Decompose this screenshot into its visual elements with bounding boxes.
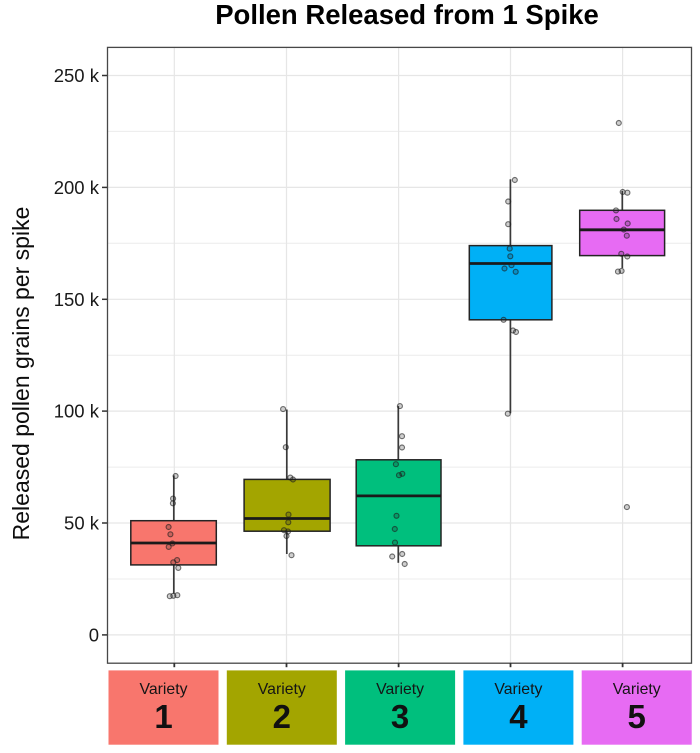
svg-text:3: 3 <box>391 698 409 735</box>
svg-text:50 k: 50 k <box>64 513 100 534</box>
svg-text:1: 1 <box>154 698 172 735</box>
svg-text:Variety: Variety <box>258 681 306 698</box>
svg-text:2: 2 <box>273 698 291 735</box>
svg-text:Pollen Released from 1 Spike: Pollen Released from 1 Spike <box>215 0 599 30</box>
svg-text:Variety: Variety <box>613 681 661 698</box>
svg-text:100 k: 100 k <box>54 401 100 422</box>
svg-text:4: 4 <box>509 698 528 735</box>
svg-text:Variety: Variety <box>494 681 542 698</box>
svg-text:Variety: Variety <box>140 681 188 698</box>
svg-text:200 k: 200 k <box>54 177 100 198</box>
svg-text:0: 0 <box>89 624 99 645</box>
svg-text:250 k: 250 k <box>54 65 100 86</box>
svg-text:150 k: 150 k <box>54 289 100 310</box>
svg-text:5: 5 <box>628 698 646 735</box>
svg-text:Released pollen grains per spi: Released pollen grains per spike <box>8 207 34 541</box>
svg-text:Variety: Variety <box>376 681 424 698</box>
